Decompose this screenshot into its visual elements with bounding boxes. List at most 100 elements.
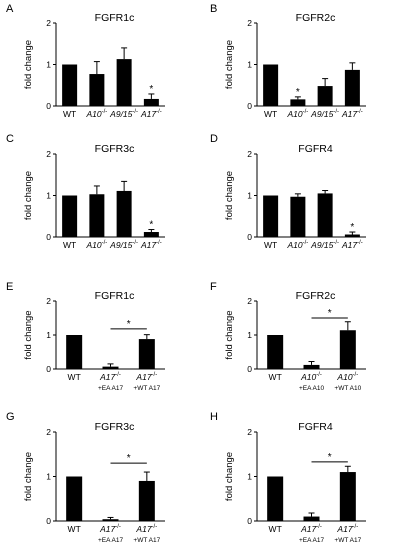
bar [339, 472, 356, 521]
category-sublabel: +WT A17 [133, 385, 160, 392]
bar [116, 59, 132, 106]
category-sublabel: +EA A17 [299, 537, 325, 544]
category-label: A10-/- [336, 372, 358, 382]
category-label: WT [269, 524, 282, 534]
category-label: A17-/- [140, 240, 162, 250]
bar [267, 335, 284, 369]
bar [267, 476, 284, 521]
y-axis-label: fold change [23, 40, 34, 89]
category-label: A17-/- [341, 109, 363, 119]
y-tick-label: 0 [46, 364, 51, 374]
category-sublabel: +EA A17 [98, 537, 124, 544]
y-tick-label: 1 [247, 60, 252, 70]
y-tick-label: 2 [247, 149, 252, 159]
category-label: A9/15-/- [109, 240, 138, 250]
y-tick-label: 1 [46, 60, 51, 70]
y-tick-label: 2 [46, 149, 51, 159]
bar [303, 516, 320, 521]
chart-title: FGFR2c [296, 290, 336, 302]
y-tick-label: 2 [247, 296, 252, 306]
category-label: WT [264, 109, 277, 119]
category-label: A17-/- [300, 524, 322, 534]
bar [116, 190, 132, 237]
category-label: A17-/- [341, 240, 363, 250]
y-tick-label: 2 [46, 18, 51, 28]
bar [143, 98, 159, 106]
category-label: WT [63, 109, 76, 119]
y-tick-label: 0 [247, 232, 252, 242]
chart-title: FGFR3c [95, 143, 135, 155]
bar [62, 195, 78, 237]
chart-title: FGFR4 [298, 421, 333, 433]
y-tick-label: 1 [46, 191, 51, 201]
chart-panel-e: E FGFR1c fold change 0 1 2 WT A17-/- +EA A17 A17-… [6, 281, 165, 392]
category-label: A17-/- [135, 524, 157, 534]
panel-letter: A [6, 3, 14, 15]
y-axis-label: fold change [224, 40, 235, 89]
significance-star: * [328, 452, 332, 463]
chart-panel-b: B FGFR2c fold change 0 1 2 WT * A10-/- A9/15-/- A1… [210, 3, 366, 119]
significance-star: * [149, 220, 153, 231]
chart-title: FGFR1c [95, 12, 135, 24]
y-tick-label: 0 [46, 232, 51, 242]
significance-star: * [127, 319, 131, 330]
bar [62, 64, 78, 106]
bar [339, 330, 356, 369]
category-sublabel: +WT A17 [334, 537, 361, 544]
y-tick-label: 0 [46, 516, 51, 526]
panel-letter: F [210, 281, 217, 293]
y-tick-label: 2 [46, 296, 51, 306]
bar [317, 193, 333, 237]
category-label: A17-/- [99, 524, 121, 534]
chart-panel-a: A FGFR1c fold change 0 1 2 WT A10-/- A9/15-/- * A1… [6, 3, 165, 119]
bar [143, 232, 159, 237]
panel-letter: H [210, 411, 218, 423]
category-label: A17-/- [336, 524, 358, 534]
y-axis-label: fold change [224, 310, 235, 359]
bar [317, 86, 333, 106]
y-tick-label: 0 [247, 101, 252, 111]
y-tick-label: 0 [46, 101, 51, 111]
y-tick-label: 0 [247, 364, 252, 374]
significance-star: * [328, 308, 332, 319]
bar [66, 335, 83, 369]
y-tick-label: 1 [247, 472, 252, 482]
bar [89, 194, 105, 237]
chart-panel-f: F FGFR2c fold change 0 1 2 WT A10-/- +EA A10 A10-… [210, 281, 366, 392]
bar [263, 195, 279, 237]
y-tick-label: 1 [46, 330, 51, 340]
significance-star: * [127, 453, 131, 464]
category-label: A10-/- [85, 240, 107, 250]
chart-title: FGFR2c [296, 12, 336, 24]
panel-letter: C [6, 133, 14, 145]
category-label: WT [269, 372, 282, 382]
category-sublabel: +WT A17 [133, 537, 160, 544]
chart-title: FGFR1c [95, 290, 135, 302]
bar [303, 364, 320, 369]
category-label: A9/15-/- [310, 240, 339, 250]
chart-title: FGFR4 [298, 143, 333, 155]
y-tick-label: 1 [247, 330, 252, 340]
y-tick-label: 1 [247, 191, 252, 201]
y-tick-label: 2 [247, 18, 252, 28]
y-axis-label: fold change [224, 171, 235, 220]
category-label: A9/15-/- [310, 109, 339, 119]
category-label: A9/15-/- [109, 109, 138, 119]
bar [138, 480, 155, 521]
y-tick-label: 1 [46, 472, 51, 482]
y-axis-label: fold change [23, 452, 34, 501]
chart-panel-g: G FGFR3c fold change 0 1 2 WT A17-/- +EA A17 A17-… [6, 411, 165, 544]
category-label: WT [68, 372, 81, 382]
y-tick-label: 2 [247, 427, 252, 437]
category-label: A17-/- [99, 372, 121, 382]
significance-star: * [296, 87, 300, 98]
panel-letter: B [210, 3, 217, 15]
category-sublabel: +WT A10 [334, 385, 361, 392]
category-label: A17-/- [135, 372, 157, 382]
bar [263, 64, 279, 106]
chart-panel-d: D FGFR4 fold change 0 1 2 WT A10-/- A9/15-/- * A17… [210, 133, 366, 250]
bar [290, 99, 306, 106]
chart-panel-h: H FGFR4 fold change 0 1 2 WT A17-/- +EA A17 A17-/… [210, 411, 366, 544]
bar [66, 476, 83, 521]
